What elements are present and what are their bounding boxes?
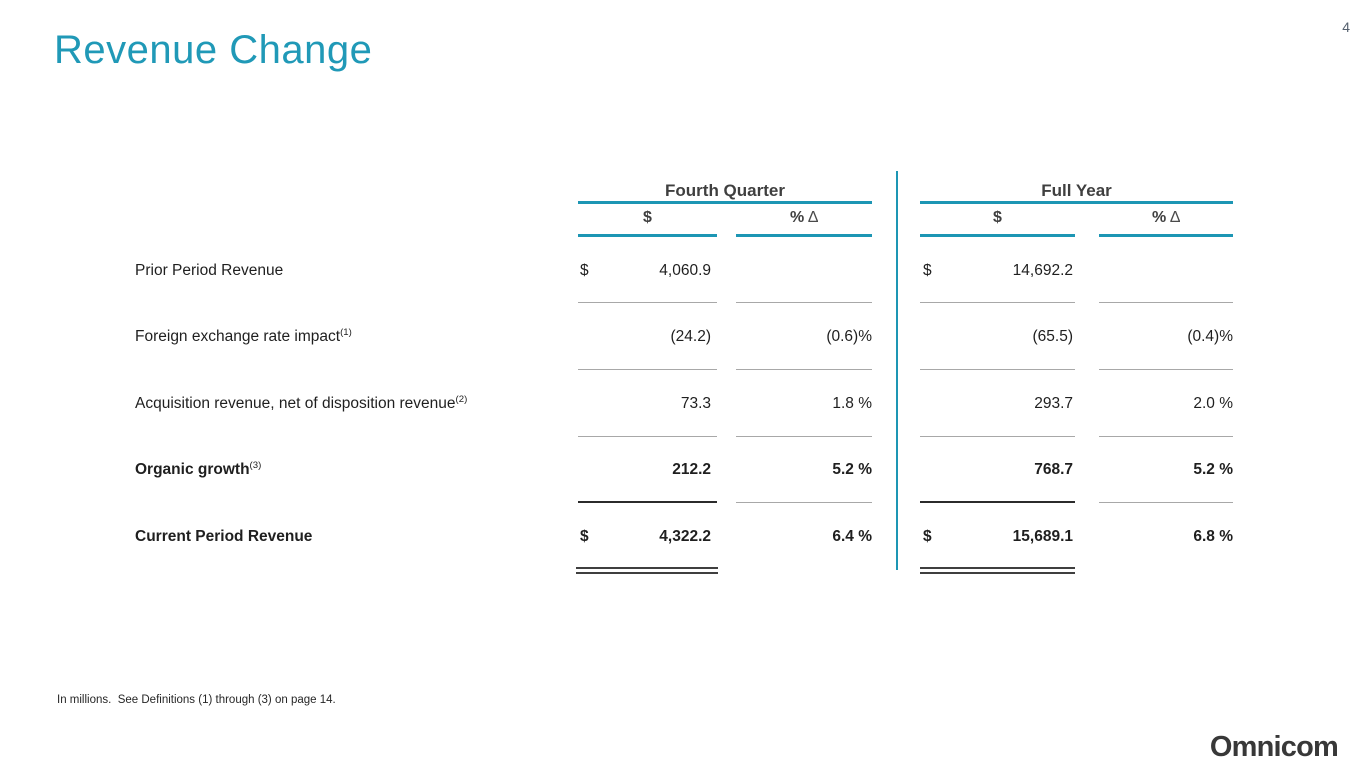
total-rule	[920, 501, 1075, 503]
table-row-foreign-exchange: Foreign exchange rate impact(1) (24.2) (…	[0, 326, 1365, 348]
row-label-text: Foreign exchange rate impact	[135, 328, 341, 345]
q4-dollar-value: 4,060.9	[659, 262, 711, 279]
footnote-ref: (3)	[249, 459, 262, 471]
row-separator	[578, 369, 717, 370]
subheader-fy-percent-delta: % ∆	[1099, 209, 1233, 231]
q4-currency-sign: $	[580, 262, 589, 279]
row-label-text: Prior Period Revenue	[135, 262, 284, 279]
fy-percent-value: 5.2 %	[1193, 461, 1233, 478]
row-separator	[920, 369, 1075, 370]
fy-dollar-value: 768.7	[1034, 461, 1073, 478]
group-underline-full-year	[920, 201, 1233, 204]
q4-percent-value: 1.8 %	[832, 395, 872, 412]
footnote: In millions. See Definitions (1) through…	[57, 694, 336, 706]
q4-dollar-value: 73.3	[680, 395, 711, 412]
row-separator	[736, 302, 872, 303]
row-label: Foreign exchange rate impact(1)	[135, 326, 352, 348]
group-header-full-year: Full Year	[1041, 181, 1112, 200]
percent-symbol: %	[789, 209, 805, 226]
row-separator	[1099, 502, 1233, 503]
row-separator	[920, 302, 1075, 303]
percent-symbol: %	[1151, 209, 1167, 226]
table-row-prior-period-revenue: Prior Period Revenue $ 4,060.9 $ 14,692.…	[0, 260, 1365, 282]
q4-dollar-value: 212.2	[672, 461, 711, 478]
total-rule	[578, 501, 717, 503]
q4-percent-value: 6.4 %	[832, 528, 872, 545]
row-label: Acquisition revenue, net of disposition …	[135, 393, 467, 415]
table-row-acquisition-revenue: Acquisition revenue, net of disposition …	[0, 393, 1365, 415]
q4-percent-value: 5.2 %	[832, 461, 872, 478]
footnote-ref: (2)	[455, 393, 468, 405]
row-separator	[578, 302, 717, 303]
subheader-underline	[578, 234, 717, 237]
q4-currency-sign: $	[580, 528, 589, 545]
row-separator	[1099, 302, 1233, 303]
row-separator	[736, 436, 872, 437]
row-separator	[920, 436, 1075, 437]
fy-currency-sign: $	[923, 262, 932, 279]
q4-dollar-value: 4,322.2	[659, 528, 711, 545]
vertical-divider	[896, 171, 898, 570]
footnote-ref: (1)	[340, 326, 352, 338]
group-underline-fourth-quarter	[578, 201, 872, 204]
omnicom-logo: Omnicom	[1209, 731, 1339, 763]
fy-dollar-value: (65.5)	[1032, 328, 1074, 345]
page-title: Revenue Change	[54, 28, 373, 72]
q4-dollar-value: (24.2)	[670, 328, 712, 345]
subheader-q4-percent-delta: % ∆	[736, 209, 872, 231]
row-label-text: Acquisition revenue, net of disposition …	[135, 395, 456, 412]
page-number: 4	[1342, 19, 1350, 35]
subheader-q4-dollars: $	[578, 209, 717, 231]
fy-percent-value: (0.4)%	[1187, 328, 1233, 345]
fy-dollar-value: 15,689.1	[1012, 528, 1073, 545]
subheader-fy-dollars: $	[920, 209, 1075, 231]
delta-symbol: ∆	[1170, 209, 1181, 226]
fy-dollar-value: 14,692.2	[1012, 262, 1073, 279]
row-separator	[1099, 436, 1233, 437]
subheader-underline	[736, 234, 872, 237]
row-separator	[1099, 369, 1233, 370]
subheader-underline	[920, 234, 1075, 237]
row-separator	[578, 436, 717, 437]
row-label-text: Organic growth	[135, 461, 250, 478]
double-underline-q4-total	[576, 567, 718, 574]
row-separator	[736, 369, 872, 370]
q4-percent-value: (0.6)%	[826, 328, 872, 345]
row-label: Current Period Revenue	[135, 526, 312, 548]
table-row-organic-growth: Organic growth(3) 212.2 5.2 % 768.7 5.2 …	[0, 459, 1365, 481]
fy-currency-sign: $	[923, 528, 932, 545]
dollar-symbol: $	[643, 209, 652, 226]
dollar-symbol: $	[993, 209, 1002, 226]
row-separator	[736, 502, 872, 503]
double-underline-fy-total	[920, 567, 1075, 574]
row-label: Prior Period Revenue	[135, 260, 283, 282]
delta-symbol: ∆	[808, 209, 819, 226]
table-row-current-period-revenue: Current Period Revenue $ 4,322.2 6.4 % $…	[0, 526, 1365, 548]
row-label-text: Current Period Revenue	[135, 528, 313, 545]
subheader-underline	[1099, 234, 1233, 237]
group-header-fourth-quarter: Fourth Quarter	[665, 181, 785, 200]
fy-percent-value: 6.8 %	[1193, 528, 1233, 545]
fy-dollar-value: 293.7	[1034, 395, 1073, 412]
fy-percent-value: 2.0 %	[1193, 395, 1233, 412]
row-label: Organic growth(3)	[135, 459, 261, 481]
